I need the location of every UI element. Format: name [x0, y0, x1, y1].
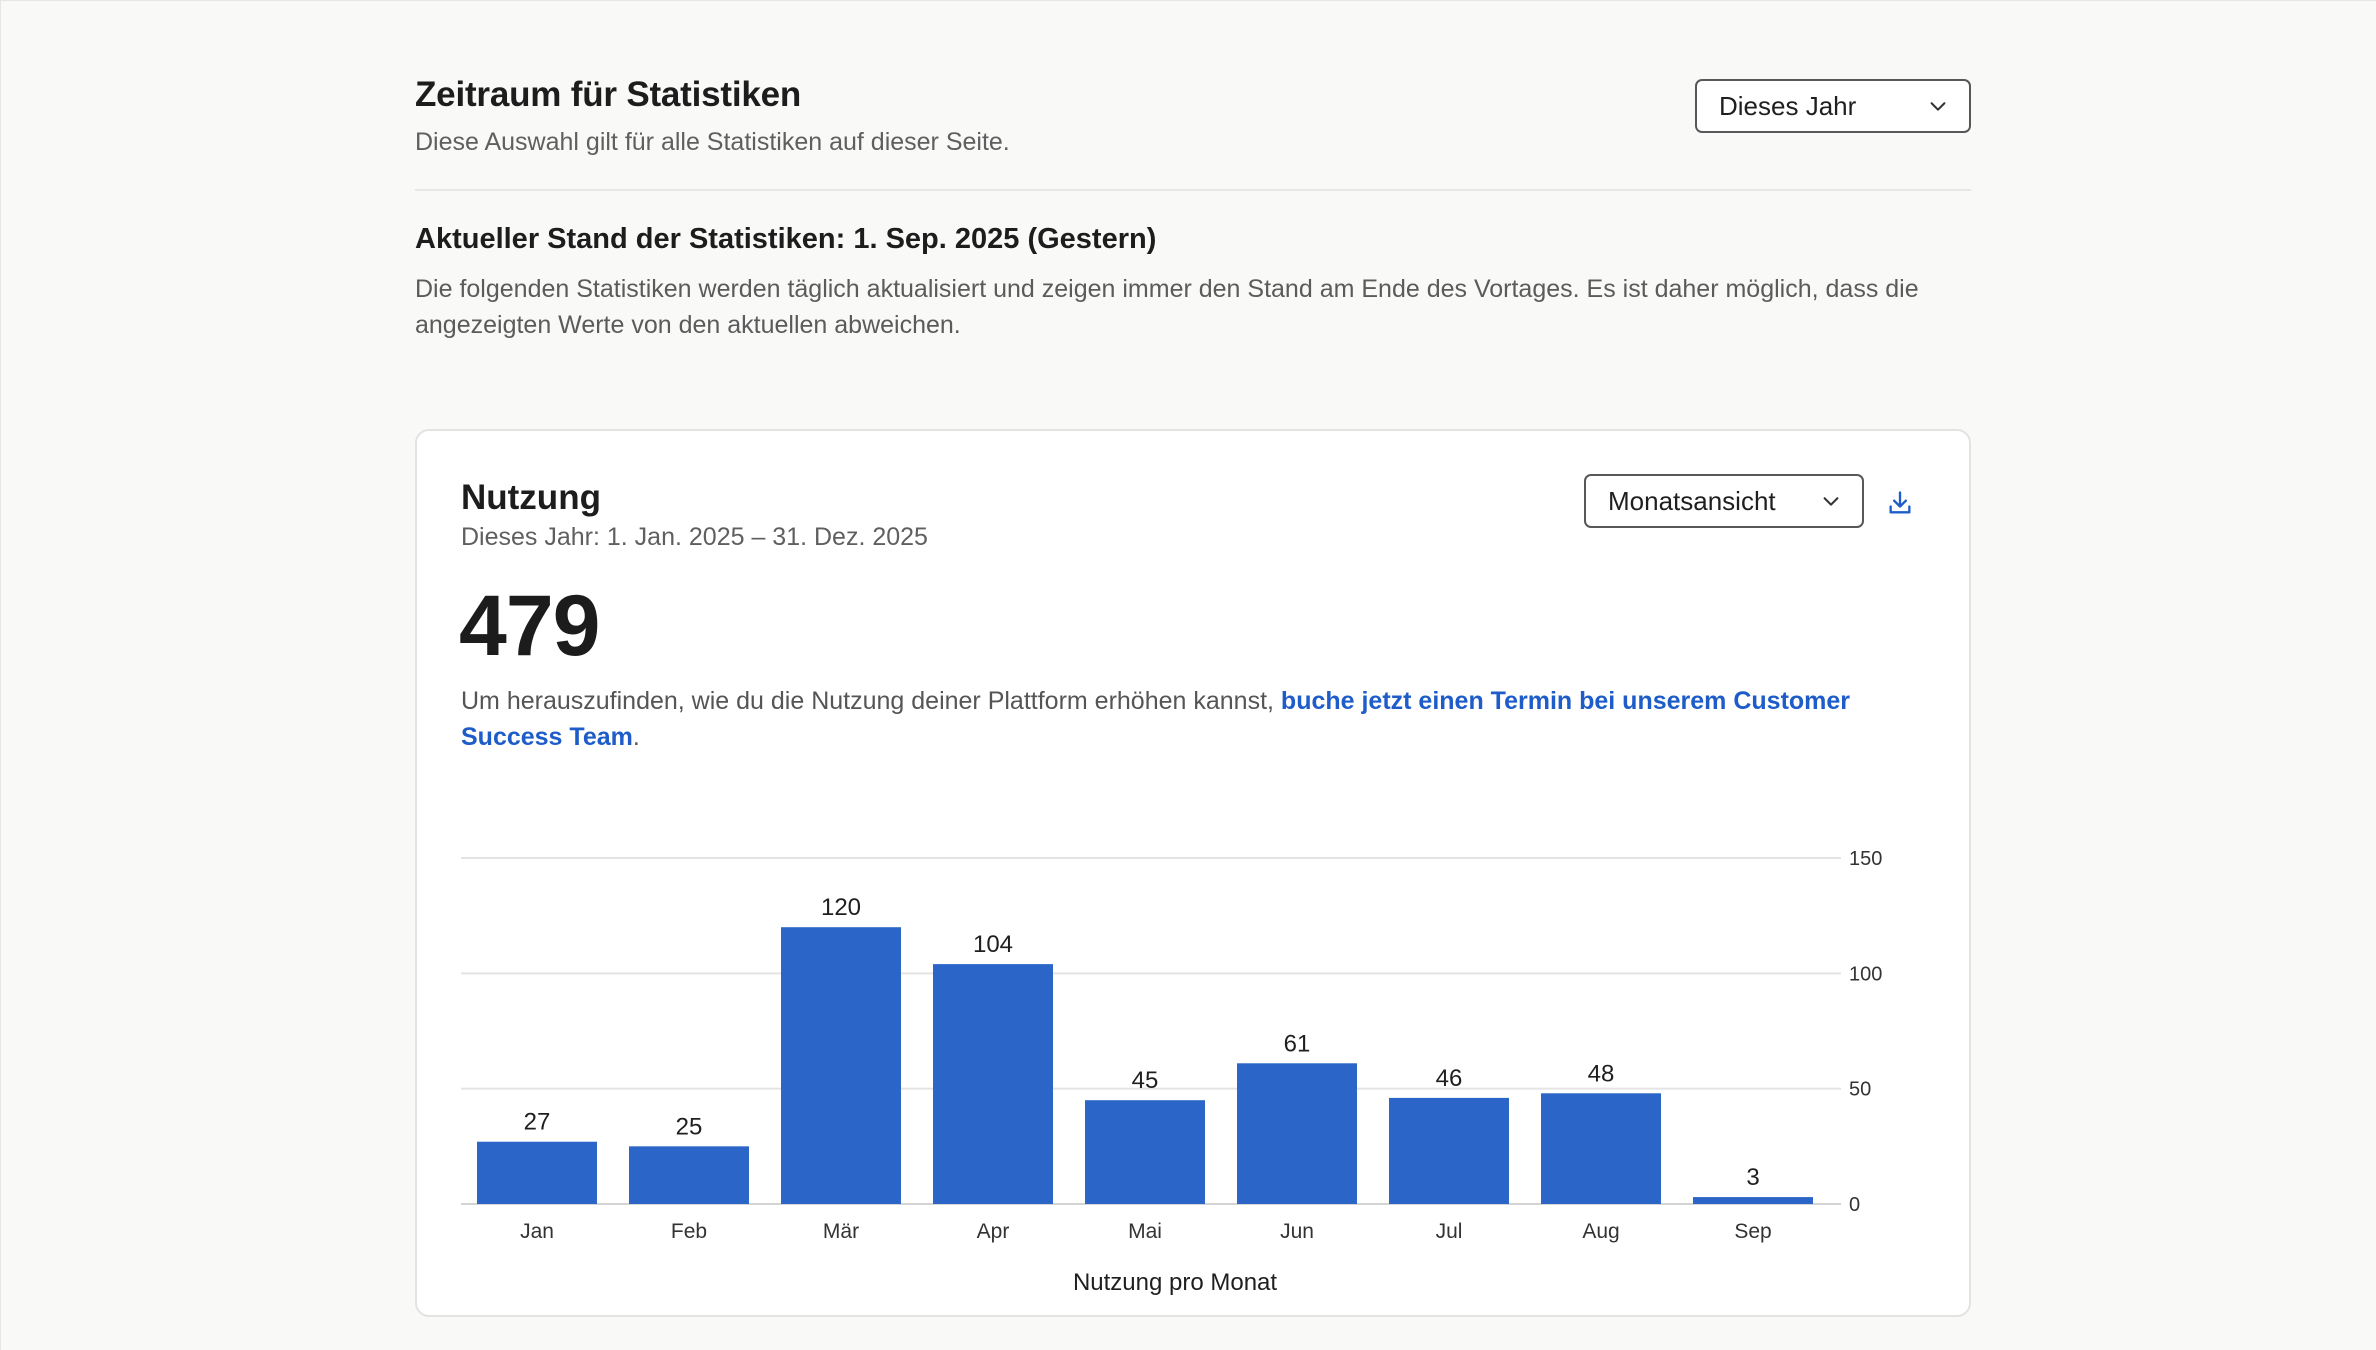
x-tick-label: Mär: [823, 1220, 859, 1243]
x-tick-label: Jul: [1436, 1220, 1463, 1243]
bar: [781, 927, 901, 1204]
period-select[interactable]: Dieses Jahr: [1695, 79, 1971, 133]
bar: [1085, 1100, 1205, 1204]
status-title: Aktueller Stand der Statistiken: 1. Sep.…: [415, 223, 1157, 255]
bar: [933, 964, 1053, 1204]
usage-total: 479: [459, 578, 600, 674]
bar-value-label: 25: [676, 1113, 703, 1140]
y-tick-label: 0: [1849, 1194, 1860, 1216]
usage-hint-text: Um herauszufinden, wie du die Nutzung de…: [461, 687, 1281, 715]
period-subtitle: Diese Auswahl gilt für alle Statistiken …: [415, 128, 1010, 156]
y-tick-label: 50: [1849, 1079, 1871, 1101]
usage-hint: Um herauszufinden, wie du die Nutzung de…: [461, 683, 1921, 755]
x-tick-label: Sep: [1734, 1220, 1771, 1243]
customer-success-link[interactable]: buche jetzt einen Termin bei unserem Cus…: [461, 687, 1851, 751]
bar: [1541, 1093, 1661, 1204]
bar-value-label: 120: [821, 894, 861, 921]
usage-card: Nutzung Dieses Jahr: 1. Jan. 2025 – 31. …: [415, 429, 1971, 1317]
period-select-value: Dieses Jahr: [1719, 90, 1857, 121]
bar: [1237, 1063, 1357, 1204]
bar-value-label: 48: [1588, 1060, 1615, 1087]
bar-value-label: 3: [1746, 1164, 1759, 1191]
status-description: Die folgenden Statistiken werden täglich…: [415, 275, 1919, 339]
view-select-value: Monatsansicht: [1608, 485, 1776, 516]
period-title: Zeitraum für Statistiken: [415, 75, 802, 114]
usage-card-range: Dieses Jahr: 1. Jan. 2025 – 31. Dez. 202…: [461, 523, 928, 551]
bar-value-label: 61: [1284, 1030, 1311, 1057]
x-tick-label: Apr: [977, 1220, 1010, 1243]
bar: [477, 1141, 597, 1204]
statistics-content: Zeitraum für Statistiken Diese Auswahl g…: [415, 1, 1971, 1317]
bar-value-label: 46: [1436, 1065, 1463, 1092]
download-button[interactable]: [1883, 486, 1917, 520]
bar: [1693, 1197, 1813, 1204]
usage-card-title: Nutzung: [461, 478, 601, 517]
bar-value-label: 104: [973, 931, 1013, 958]
y-tick-label: 150: [1849, 848, 1882, 870]
y-tick-label: 100: [1849, 963, 1882, 985]
bar: [629, 1146, 749, 1204]
period-header: Zeitraum für Statistiken Diese Auswahl g…: [415, 1, 1971, 191]
bar-value-label: 27: [524, 1109, 551, 1136]
x-tick-label: Aug: [1582, 1220, 1619, 1243]
chevron-down-icon: [1930, 102, 1946, 111]
x-axis-title: Nutzung pro Monat: [1073, 1269, 1277, 1296]
view-select[interactable]: Monatsansicht: [1584, 474, 1864, 528]
x-tick-label: Feb: [671, 1220, 707, 1243]
download-icon: [1889, 491, 1911, 514]
usage-bar-chart: 0 50 100 150 27 Jan 25 Feb 120 Mär 104 Apr 45 Mai 61 Ju…: [461, 848, 1882, 1296]
usage-hint-end: .: [632, 723, 640, 751]
x-tick-label: Jun: [1280, 1220, 1314, 1243]
x-tick-label: Jan: [520, 1220, 554, 1243]
x-tick-label: Mai: [1128, 1220, 1162, 1243]
bar: [1389, 1097, 1509, 1204]
bar-value-label: 45: [1132, 1067, 1159, 1094]
chevron-down-icon: [1823, 497, 1839, 506]
